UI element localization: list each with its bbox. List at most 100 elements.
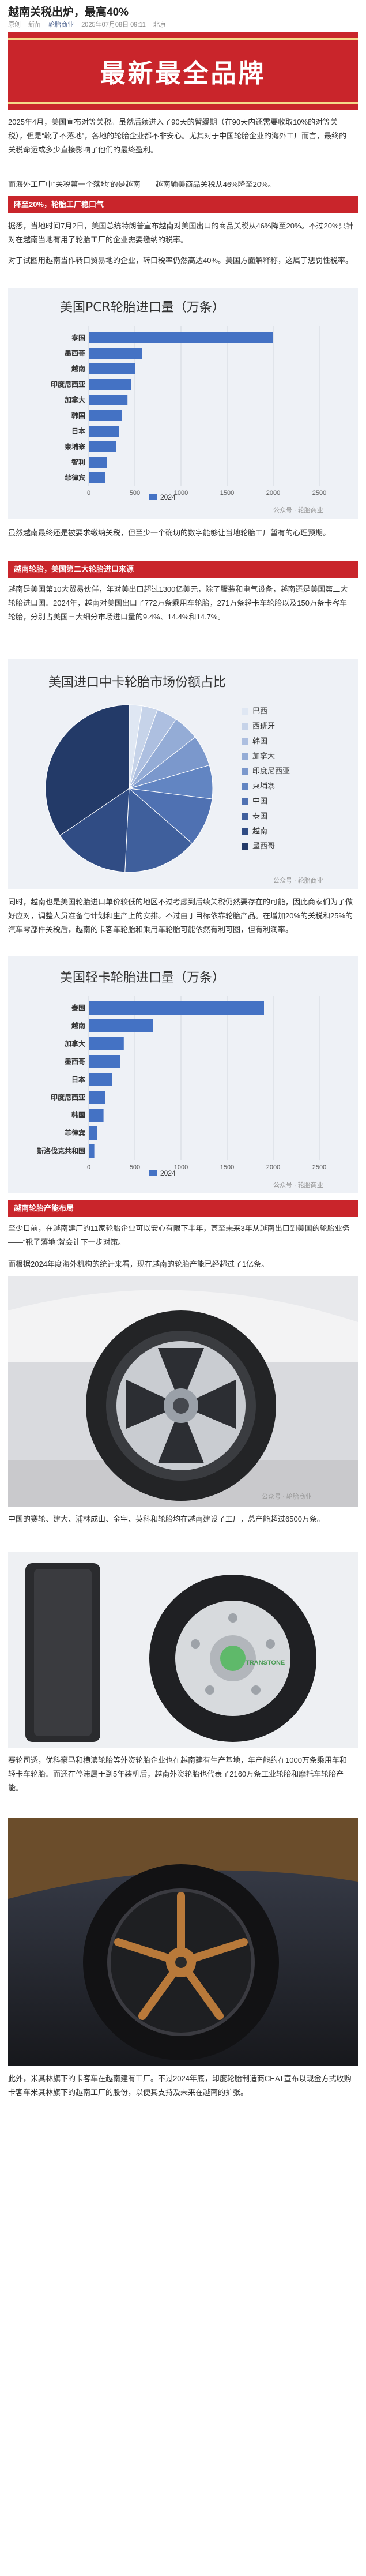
x-tick-label: 500 [130, 490, 140, 497]
pie-slice [59, 788, 130, 873]
legend-swatch [242, 708, 248, 715]
original-tag: 原创 [8, 21, 21, 28]
bar [89, 1073, 112, 1086]
legend-label: 加拿大 [252, 752, 275, 760]
ltr-import-chart: 美国轻卡轮胎进口量（万条） 泰国 越南 加拿大 墨西哥 日本 印度尼西亚 韩国 菲律宾 斯洛伐克… [8, 956, 358, 1193]
x-tick-label: 2000 [266, 490, 280, 497]
category-label: 墨西哥 [65, 1058, 85, 1066]
bar [89, 363, 135, 374]
x-tick-label: 2000 [266, 1164, 280, 1171]
legend-label: 印度尼西亚 [252, 767, 290, 775]
sportscar-wheel-illustration [8, 1818, 358, 2066]
legend-swatch [242, 723, 248, 730]
legend-label: 中国 [252, 797, 267, 805]
category-label: 墨西哥 [65, 350, 85, 358]
author-name: 新苗 [28, 21, 41, 28]
x-tick-label: 0 [87, 1164, 90, 1171]
bar [89, 1055, 120, 1068]
sportscar-wheel-photo [8, 1818, 358, 2066]
paragraph-11: 赛轮司透，优科豪马和横滨轮胎等外资轮胎企业也在越南建有生产基地，年产能约在100… [8, 1756, 347, 1792]
category-label: 日本 [71, 427, 85, 435]
paragraph-1: 2025年4月，美国宣布对等关税。虽然后续进入了90天的暂缓期（在90天内还需要… [8, 118, 347, 154]
chart-watermark: 公众号 · 轮胎商业 [273, 1181, 323, 1189]
category-label: 智利 [71, 458, 85, 467]
legend-swatch [149, 494, 157, 500]
bar [89, 1091, 105, 1104]
tbr-pie-svg: 美国进口中卡轮胎市场份额占比 巴西西班牙韩国加拿大印度尼西亚柬埔寨中国泰国越南墨… [45, 675, 323, 884]
category-label: 柬埔寨 [64, 442, 85, 451]
pie-slice [124, 787, 193, 873]
category-label: 斯洛伐克共和国 [37, 1147, 85, 1155]
legend-swatch [242, 813, 248, 820]
bar [89, 1001, 264, 1015]
legend-label: 泰国 [252, 812, 267, 820]
paragraph-12: 此外，米其林旗下的卡客车在越南建有工厂。不过2024年底，印度轮胎制造商CEAT… [8, 2074, 352, 2097]
category-label: 韩国 [71, 1111, 85, 1120]
hero-top-line [8, 38, 358, 40]
paragraph-10: 中国的赛轮、建大、浦林成山、金宇、英科和轮胎均在越南建设了工厂，总产能超过650… [8, 1515, 325, 1523]
legend-label: 墨西哥 [252, 842, 275, 850]
publish-location: 北京 [153, 21, 166, 28]
category-label: 加拿大 [64, 1039, 85, 1048]
bar [89, 395, 128, 405]
category-label: 越南 [71, 365, 85, 373]
publish-datetime: 2025年07月08日 09:11 [81, 21, 146, 28]
chart-title: 美国进口中卡轮胎市场份额占比 [48, 675, 226, 690]
pie-slice [128, 788, 213, 844]
legend-label: 巴西 [252, 707, 267, 715]
paragraph-3: 据悉，当地时间7月2日，美国总统特朗普宣布越南对美国出口的商品关税从46%降至2… [8, 221, 354, 244]
hero-bottom-line [8, 102, 358, 104]
category-label: 日本 [71, 1075, 85, 1084]
x-tick-label: 1000 [174, 490, 188, 497]
x-tick-label: 0 [87, 490, 90, 497]
legend-swatch [242, 768, 248, 775]
x-tick-label: 2500 [312, 1164, 326, 1171]
section-banner-1: 降至20%，轮胎工厂稳口气 [8, 196, 358, 213]
tbr-share-chart: 美国进口中卡轮胎市场份额占比 巴西 西班牙 韩国 加拿大 印度尼西亚 柬埔寨 中国 泰国 越南墨… [8, 659, 358, 889]
chart-title: 美国PCR轮胎进口量（万条） [60, 301, 225, 315]
bar [89, 426, 119, 437]
bar [89, 410, 122, 421]
bar [89, 379, 131, 390]
x-tick-label: 1500 [220, 1164, 234, 1171]
legend-label: 2024 [160, 1169, 176, 1177]
legend-swatch [242, 753, 248, 760]
paragraph-6-intro: 越南是美国第10大贸易伙伴，年对美出口超过1300亿美元，除了服装和电气设备，越… [8, 585, 348, 621]
legend-label: 越南 [252, 827, 267, 835]
bar [89, 441, 116, 452]
section-banner-2: 越南轮胎，美国第二大轮胎进口来源 [8, 561, 358, 578]
truck-tire-photo: TRANSTONE [8, 1552, 358, 1748]
pcr-chart-svg: 美国PCR轮胎进口量（万条） 泰国墨西哥越南印度尼西亚加拿大韩国日本柬埔寨智利菲… [51, 301, 326, 514]
bar [89, 1109, 104, 1122]
category-label: 菲律宾 [65, 1129, 85, 1137]
article-title: 越南关税出炉，最高40% [8, 6, 129, 18]
legend-swatch [149, 1170, 157, 1176]
legend-swatch [242, 798, 248, 805]
x-tick-label: 2500 [312, 490, 326, 497]
legend-swatch [242, 828, 248, 835]
legend-label: 西班牙 [252, 722, 275, 730]
x-tick-label: 1000 [174, 1164, 188, 1171]
chart-watermark: 公众号 · 轮胎商业 [273, 506, 323, 514]
bar [89, 472, 105, 483]
section-banner-3: 越南轮胎产能布局 [8, 1200, 358, 1217]
legend-label: 柬埔寨 [252, 782, 275, 790]
x-tick-label: 1500 [220, 490, 234, 497]
paragraph-4: 对于试图用越南当作转口贸易地的企业，转口税率仍然高达40%。美国方面解释称，这属… [8, 256, 353, 265]
bar [89, 1037, 124, 1050]
category-label: 印度尼西亚 [51, 1093, 85, 1102]
category-label: 印度尼西亚 [51, 380, 85, 389]
legend-label: 2024 [160, 493, 176, 501]
legend-swatch [242, 783, 248, 790]
bar [89, 348, 142, 359]
category-label: 加拿大 [64, 396, 85, 404]
paragraph-5: 虽然越南最终还是被要求缴纳关税，但至少一个确切的数字能够让当地轮胎工厂暂有的心理… [8, 528, 331, 537]
article-meta: 原创 新苗 轮胎商业 2025年07月08日 09:11 北京 [8, 20, 172, 29]
paragraph-9: 而根据2024年度海外机构的统计来看，现在越南的轮胎产能已经超过了1亿条。 [8, 1260, 269, 1268]
bar [89, 1126, 97, 1140]
car-tire-photo: 公众号 · 轮胎商业 [8, 1276, 358, 1507]
account-link[interactable]: 轮胎商业 [48, 21, 74, 28]
bar [89, 332, 273, 343]
car-tire-illustration: 公众号 · 轮胎商业 [8, 1276, 358, 1507]
